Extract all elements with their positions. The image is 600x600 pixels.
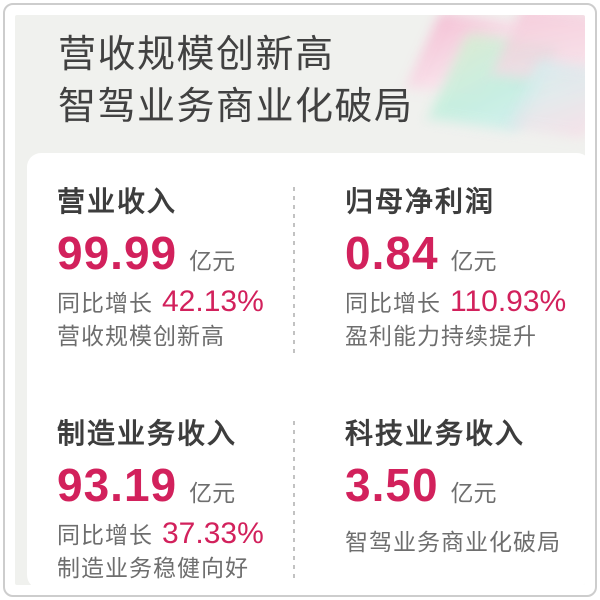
metric-caption: 智驾业务商业化破局	[345, 529, 561, 555]
metric-value: 93.19	[57, 459, 178, 511]
metric-growth-row: 同比增长 37.33%	[57, 517, 297, 551]
metric-growth-row: 同比增长 110.93%	[345, 285, 585, 319]
growth-label: 同比增长	[57, 290, 153, 316]
metric-growth-row: 同比增长 42.13%	[57, 285, 297, 319]
growth-value: 42.13%	[162, 285, 264, 318]
metric-value: 0.84	[345, 227, 439, 279]
metric-caption: 盈利能力持续提升	[345, 323, 537, 349]
metric-value-row: 93.19 亿元	[57, 457, 297, 513]
infographic-frame: 营收规模创新高 智驾业务商业化破局 营业收入 99.99 亿元 同比增长 42.…	[3, 3, 597, 597]
dashed-divider-top	[293, 187, 295, 355]
growth-value: 110.93%	[450, 285, 567, 318]
growth-label: 同比增长	[57, 522, 153, 548]
growth-label: 同比增长	[345, 290, 441, 316]
metric-title: 科技业务收入	[345, 418, 526, 449]
metric-unit: 亿元	[189, 248, 236, 274]
metric-operating-revenue: 营业收入 99.99 亿元 同比增长 42.13% 营收规模创新高	[57, 185, 297, 351]
metric-value: 3.50	[345, 459, 439, 511]
metric-value-row: 99.99 亿元	[57, 225, 297, 281]
metric-manufacturing-revenue: 制造业务收入 93.19 亿元 同比增长 37.33% 制造业务稳健向好	[57, 417, 297, 583]
metric-unit: 亿元	[450, 248, 497, 274]
metric-value-row: 0.84 亿元	[345, 225, 585, 281]
dashed-divider-bottom	[293, 421, 295, 583]
growth-value: 37.33%	[162, 517, 264, 550]
metric-caption: 制造业务稳健向好	[57, 555, 249, 581]
metric-title: 营业收入	[57, 186, 178, 217]
metrics-card: 营业收入 99.99 亿元 同比增长 42.13% 营收规模创新高 归母净利润 …	[27, 153, 585, 585]
title-line-2: 智驾业务商业化破局	[58, 86, 414, 128]
metric-value: 99.99	[57, 227, 178, 279]
metric-caption: 营收规模创新高	[57, 323, 225, 349]
metric-title: 归母净利润	[345, 186, 496, 217]
metric-net-profit: 归母净利润 0.84 亿元 同比增长 110.93% 盈利能力持续提升	[345, 185, 585, 351]
page-title: 营收规模创新高 智驾业务商业化破局	[58, 29, 414, 133]
metric-unit: 亿元	[450, 480, 497, 506]
metric-title: 制造业务收入	[57, 418, 238, 449]
metric-technology-revenue: 科技业务收入 3.50 亿元 智驾业务商业化破局	[345, 417, 585, 557]
title-line-1: 营收规模创新高	[58, 34, 335, 76]
infographic-panel: 营收规模创新高 智驾业务商业化破局 营业收入 99.99 亿元 同比增长 42.…	[15, 15, 585, 585]
metric-unit: 亿元	[189, 480, 236, 506]
pastel-gradient-decoration	[403, 15, 585, 143]
metric-value-row: 3.50 亿元	[345, 457, 585, 513]
